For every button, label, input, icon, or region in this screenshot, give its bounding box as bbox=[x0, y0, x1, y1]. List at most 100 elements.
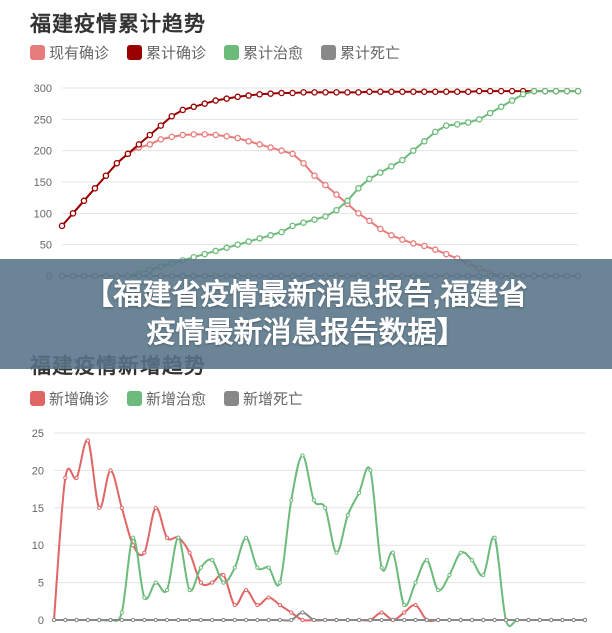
data-point bbox=[198, 617, 203, 623]
legend-label: 累计确诊 bbox=[146, 45, 207, 62]
data-point bbox=[153, 580, 158, 585]
data-point bbox=[289, 222, 296, 230]
data-point bbox=[146, 131, 154, 139]
data-point bbox=[300, 219, 307, 226]
data-point bbox=[345, 513, 350, 518]
data-point bbox=[436, 617, 441, 623]
data-point bbox=[278, 228, 285, 236]
data-point bbox=[201, 100, 208, 107]
legend-label: 新增确诊 bbox=[49, 391, 110, 408]
data-point bbox=[130, 535, 136, 540]
data-point bbox=[503, 617, 509, 623]
data-point bbox=[368, 468, 373, 473]
legend-swatch bbox=[224, 391, 240, 406]
data-point bbox=[390, 550, 396, 555]
y-tick-label: 10 bbox=[32, 540, 44, 552]
legend-swatch bbox=[30, 45, 45, 60]
data-point bbox=[443, 250, 450, 258]
data-point bbox=[212, 247, 219, 255]
legend-item[interactable]: 累计治愈 bbox=[224, 42, 303, 63]
data-point bbox=[153, 505, 158, 510]
legend-item[interactable]: 新增死亡 bbox=[224, 388, 303, 409]
data-point bbox=[130, 617, 136, 623]
data-point bbox=[377, 88, 384, 96]
legend-item[interactable]: 累计确诊 bbox=[127, 42, 206, 63]
data-point bbox=[486, 87, 494, 95]
data-point bbox=[198, 580, 203, 585]
data-point bbox=[322, 213, 329, 220]
data-point bbox=[176, 617, 181, 623]
series-line bbox=[53, 439, 585, 623]
data-point bbox=[432, 88, 439, 96]
data-point bbox=[289, 498, 294, 503]
data-point bbox=[97, 505, 102, 510]
data-point bbox=[300, 159, 307, 167]
series-line bbox=[54, 454, 585, 628]
data-point bbox=[344, 89, 351, 96]
data-point bbox=[356, 490, 362, 495]
data-point bbox=[289, 610, 294, 615]
data-point bbox=[402, 602, 407, 608]
legend-item[interactable]: 现有确诊 bbox=[30, 42, 109, 63]
data-point bbox=[108, 617, 113, 623]
data-point bbox=[410, 88, 417, 96]
data-point bbox=[379, 610, 384, 615]
data-point bbox=[164, 535, 170, 540]
data-point bbox=[344, 197, 351, 205]
data-point bbox=[421, 88, 428, 96]
data-point bbox=[266, 617, 271, 623]
legend-swatch bbox=[127, 391, 143, 406]
data-point bbox=[74, 617, 79, 623]
y-tick-label: 5 bbox=[38, 578, 44, 590]
data-point bbox=[560, 617, 565, 623]
legend-swatch bbox=[321, 45, 337, 60]
data-point bbox=[277, 580, 283, 585]
data-point bbox=[255, 565, 260, 570]
data-point bbox=[255, 617, 260, 623]
data-point bbox=[168, 133, 176, 141]
data-point bbox=[424, 617, 429, 623]
data-point bbox=[447, 573, 452, 578]
y-tick-label: 300 bbox=[34, 83, 52, 95]
banner-line: 【福建省疫情最新消息报告,福建省 bbox=[84, 279, 528, 311]
data-point bbox=[366, 175, 373, 183]
data-point bbox=[179, 131, 187, 139]
data-point bbox=[278, 147, 285, 154]
data-point bbox=[552, 87, 560, 95]
data-point bbox=[255, 602, 260, 608]
data-point bbox=[212, 131, 219, 139]
series-line bbox=[61, 90, 578, 227]
data-point bbox=[179, 106, 187, 114]
data-point bbox=[142, 550, 147, 555]
data-point bbox=[526, 617, 531, 623]
data-point bbox=[379, 617, 384, 623]
y-tick-label: 20 bbox=[32, 465, 44, 477]
data-point bbox=[243, 535, 249, 540]
data-point bbox=[323, 617, 328, 623]
data-point bbox=[311, 172, 318, 179]
data-point bbox=[187, 617, 192, 623]
data-point bbox=[97, 617, 102, 623]
data-point bbox=[322, 89, 329, 96]
data-point bbox=[289, 617, 294, 623]
data-point bbox=[187, 587, 192, 593]
data-point bbox=[300, 89, 307, 96]
legend-swatch bbox=[224, 45, 240, 60]
y-tick-label: 15 bbox=[32, 503, 44, 515]
data-point bbox=[277, 602, 283, 608]
data-point bbox=[266, 565, 271, 570]
legend-item[interactable]: 累计死亡 bbox=[321, 42, 400, 63]
series-line bbox=[61, 133, 578, 277]
data-point bbox=[58, 222, 66, 230]
data-point bbox=[355, 185, 362, 192]
data-point bbox=[453, 121, 461, 128]
data-point bbox=[245, 92, 252, 99]
data-point bbox=[323, 505, 328, 510]
data-point bbox=[210, 580, 215, 585]
legend-item[interactable]: 新增治愈 bbox=[127, 388, 206, 409]
data-point bbox=[232, 602, 237, 608]
legend-item[interactable]: 新增确诊 bbox=[30, 388, 109, 409]
y-tick-label: 25 bbox=[32, 428, 44, 440]
y-tick-label: 150 bbox=[34, 177, 52, 189]
data-point bbox=[102, 172, 110, 179]
